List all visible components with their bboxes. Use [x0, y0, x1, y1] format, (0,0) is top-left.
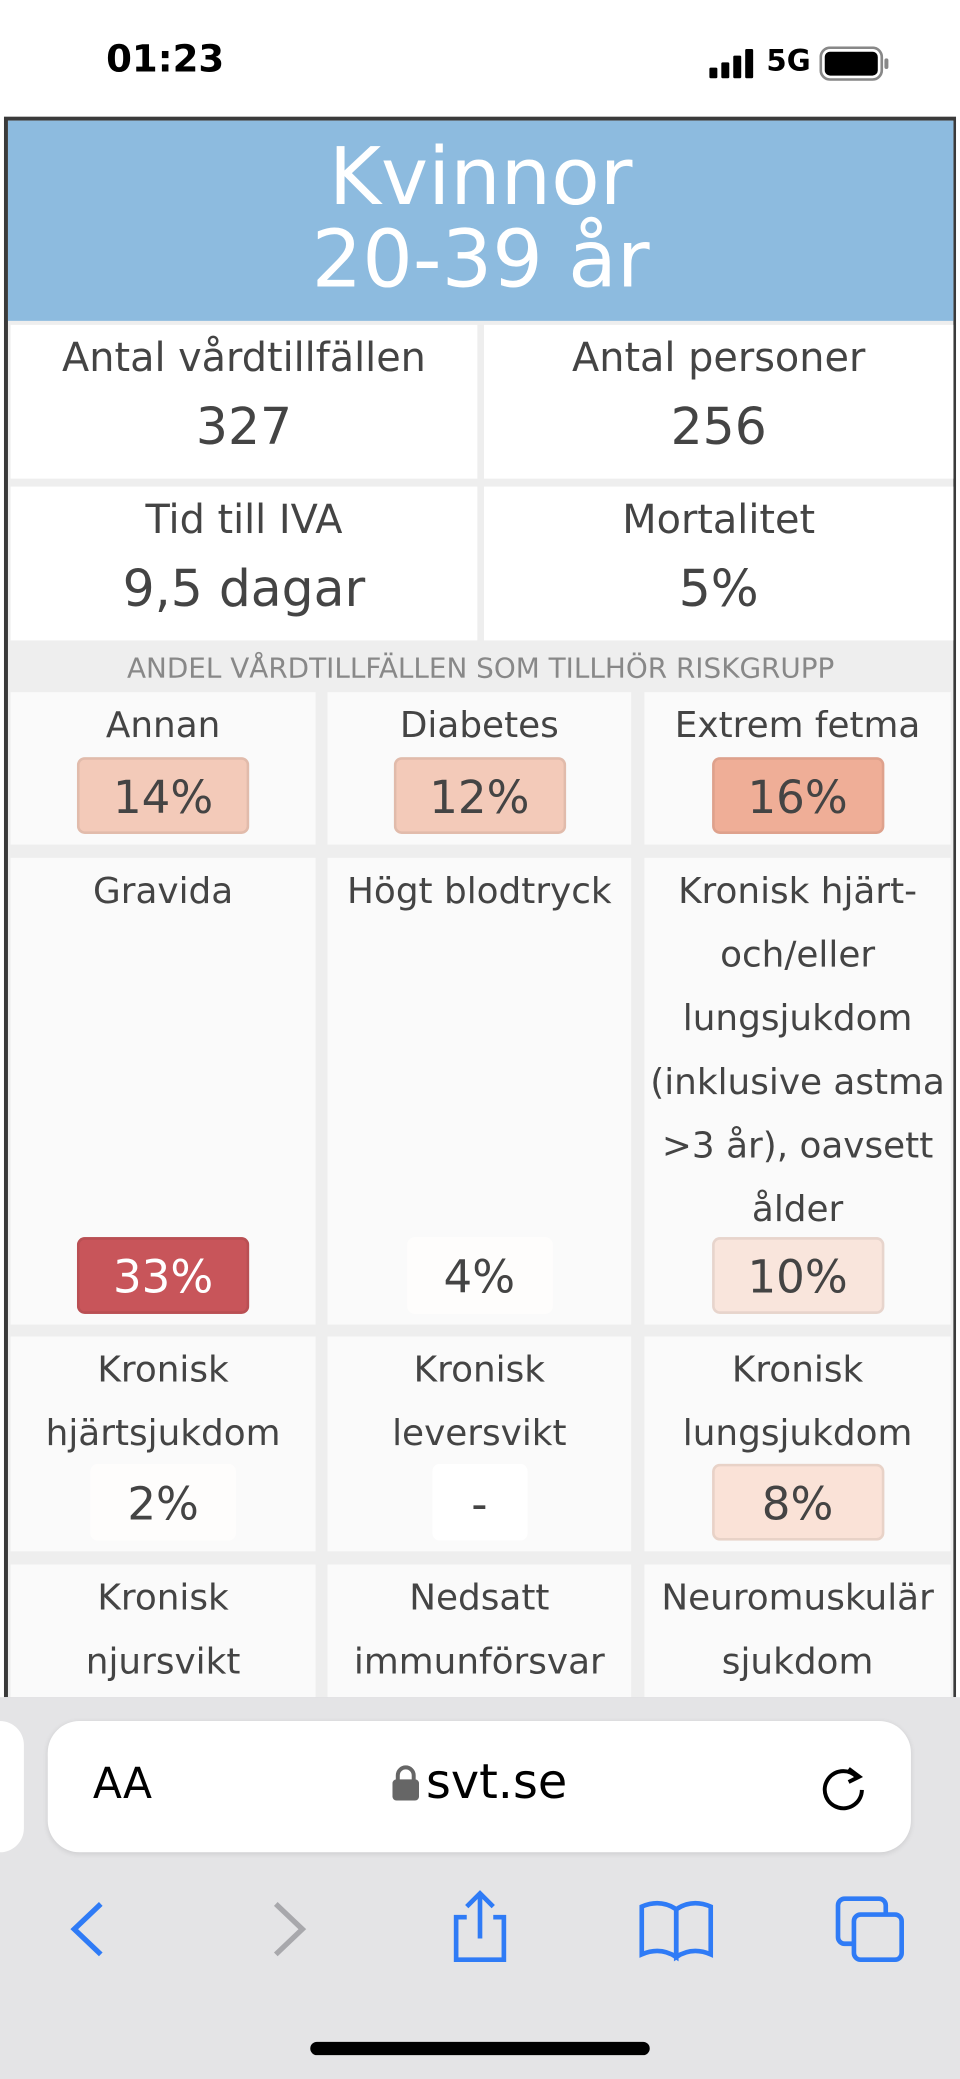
risk-cell: Kronisk njursvikt [10, 1564, 316, 1698]
content: Kvinnor 20-39 år Antal vårdtillfällen 327… [7, 120, 954, 1698]
risk-label: Kronisk njursvikt [85, 1577, 241, 1683]
risk-value: 14% [76, 757, 250, 834]
group-header: Kvinnor 20-39 år [7, 120, 954, 321]
group-title: Kvinnor [328, 131, 633, 225]
stat-cell: Tid till IVA 9,5 dagar [10, 486, 478, 641]
risk-cell: Annan 14% [10, 692, 316, 845]
risk-label: Kronisk leversvikt [392, 1349, 567, 1455]
home-indicator [310, 2041, 650, 2056]
risk-value: 4% [406, 1237, 553, 1314]
risk-label: Neuromuskulär sjukdom [661, 1577, 934, 1683]
risk-cell: Kronisk hjärt- och/eller lungsjukdom (in… [644, 857, 951, 1325]
status-network: 5G [766, 45, 811, 79]
url[interactable]: svt.se [48, 1755, 911, 1810]
stat-label: Antal vårdtillfällen [62, 335, 426, 382]
risk-value: 2% [90, 1463, 237, 1541]
risk-value: 16% [711, 757, 884, 834]
risk-cell: Kronisk hjärtsjukdom 2% [10, 1336, 316, 1552]
status-time: 01:23 [106, 37, 225, 81]
stat-value: 5% [678, 559, 759, 618]
risk-cell: Kronisk lungsjukdom 8% [644, 1336, 951, 1552]
tabs-button[interactable] [835, 1896, 904, 1962]
risk-label: Kronisk hjärtsjukdom [45, 1349, 281, 1455]
share-button[interactable] [453, 1890, 507, 1962]
risk-label: Kronisk lungsjukdom [682, 1349, 913, 1455]
risk-label: Diabetes [399, 705, 559, 747]
risk-value: - [431, 1463, 528, 1541]
risk-label: Annan [105, 705, 221, 747]
risk-value: 10% [711, 1237, 884, 1314]
bookmarks-button[interactable] [639, 1900, 714, 1962]
forward-button[interactable] [273, 1902, 307, 1957]
risk-label: Gravida [92, 871, 234, 913]
tab-edge [0, 1721, 24, 1853]
stat-value: 256 [670, 397, 767, 457]
stat-cell: Mortalitet 5% [483, 486, 954, 641]
text-size-button[interactable]: AA [92, 1758, 153, 1809]
stat-value: 9,5 dagar [122, 559, 366, 618]
url-bar[interactable]: AA svt.se [47, 1721, 911, 1853]
stat-label: Tid till IVA [145, 497, 343, 544]
stat-cell: Antal vårdtillfällen 327 [10, 324, 478, 479]
nav-icons [70, 1890, 904, 1962]
risk-value: 33% [76, 1237, 250, 1314]
risk-label: Extrem fetma [674, 705, 921, 747]
risk-cell: Gravida 33% [10, 857, 316, 1325]
browser-toolbar: AA svt.se [0, 1697, 960, 2079]
risk-label: Högt blodtryck [347, 871, 612, 913]
risk-title: ANDEL VÅRDTILLFÄLLEN SOM TILLHÖR RISKGRU… [126, 652, 835, 685]
risk-cell: Extrem fetma 16% [644, 692, 951, 845]
url-text: svt.se [425, 1755, 568, 1810]
stat-label: Mortalitet [622, 497, 816, 544]
content-frame: Kvinnor 20-39 år Antal vårdtillfällen 327… [3, 116, 957, 1698]
battery-icon [819, 46, 889, 81]
risk-cell: Kronisk leversvikt - [327, 1336, 632, 1552]
reload-button[interactable] [817, 1761, 870, 1814]
risk-value: 12% [393, 757, 566, 834]
risk-cell: Neuromuskulär sjukdom [644, 1564, 951, 1698]
risk-cell: Högt blodtryck 4% [327, 857, 632, 1325]
lock-icon [392, 1765, 420, 1801]
risk-cell: Nedsatt immunförsvar [327, 1564, 632, 1698]
stat-cell: Antal personer 256 [483, 324, 954, 479]
risk-label: Kronisk hjärt- och/eller lungsjukdom (in… [650, 871, 945, 1231]
risk-label: Nedsatt immunförsvar [353, 1577, 605, 1683]
back-button[interactable] [70, 1902, 103, 1957]
stat-label: Antal personer [572, 335, 866, 382]
stat-value: 327 [195, 397, 293, 457]
risk-value: 8% [711, 1463, 884, 1541]
risk-cell: Diabetes 12% [327, 692, 632, 845]
group-age: 20-39 år [311, 213, 650, 307]
signal-icon [709, 49, 754, 79]
